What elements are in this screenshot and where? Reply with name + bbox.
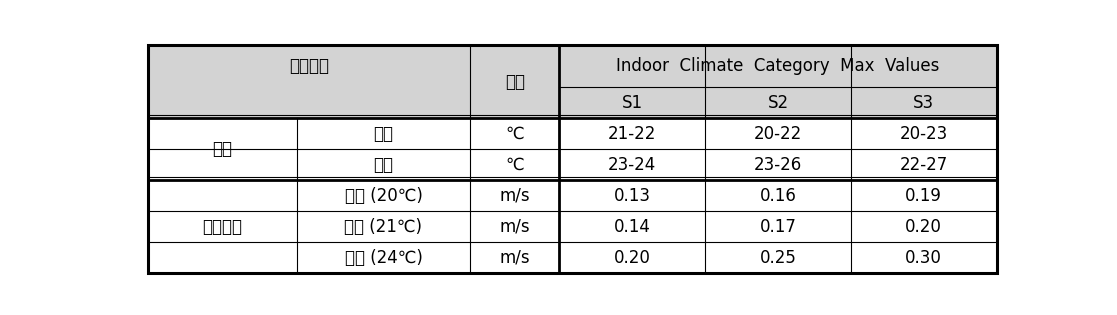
Text: 여름: 여름 xyxy=(373,156,393,174)
Text: 0.20: 0.20 xyxy=(905,218,943,236)
Text: 0.17: 0.17 xyxy=(760,218,796,236)
Text: Indoor  Climate  Category  Max  Values: Indoor Climate Category Max Values xyxy=(617,57,939,75)
Bar xyxy=(149,45,996,87)
Text: m/s: m/s xyxy=(499,218,531,236)
Text: 실온: 실온 xyxy=(212,140,232,158)
Text: 기류속도: 기류속도 xyxy=(202,218,242,236)
Text: 0.14: 0.14 xyxy=(613,218,650,236)
Bar xyxy=(149,118,996,149)
Text: 여름 (24℃): 여름 (24℃) xyxy=(344,249,422,266)
Text: 0.19: 0.19 xyxy=(905,186,943,204)
Text: ℃: ℃ xyxy=(506,156,524,174)
Text: 22-27: 22-27 xyxy=(899,156,948,174)
Bar xyxy=(149,242,996,273)
Text: S2: S2 xyxy=(767,94,789,112)
Text: 20-23: 20-23 xyxy=(899,124,948,143)
Text: 단위: 단위 xyxy=(505,72,525,90)
Text: 곸울 (21℃): 곸울 (21℃) xyxy=(344,218,422,236)
Text: S1: S1 xyxy=(622,94,642,112)
Text: 0.30: 0.30 xyxy=(905,249,943,266)
Text: 0.25: 0.25 xyxy=(760,249,796,266)
Text: 0.13: 0.13 xyxy=(613,186,651,204)
Bar xyxy=(149,211,996,242)
Text: 평가항목: 평가항목 xyxy=(289,57,330,75)
Text: m/s: m/s xyxy=(499,186,531,204)
Text: S3: S3 xyxy=(914,94,934,112)
Text: 20-22: 20-22 xyxy=(754,124,802,143)
Text: 0.16: 0.16 xyxy=(760,186,796,204)
Text: 곸울: 곸울 xyxy=(373,124,393,143)
Bar xyxy=(149,180,996,211)
Text: 23-26: 23-26 xyxy=(754,156,802,174)
Bar xyxy=(149,149,996,180)
Text: 0.20: 0.20 xyxy=(613,249,650,266)
Text: ℃: ℃ xyxy=(506,124,524,143)
Text: 21-22: 21-22 xyxy=(608,124,657,143)
Bar xyxy=(149,87,996,118)
Text: m/s: m/s xyxy=(499,249,531,266)
Text: 23-24: 23-24 xyxy=(608,156,657,174)
Text: 곸울 (20℃): 곸울 (20℃) xyxy=(344,186,422,204)
